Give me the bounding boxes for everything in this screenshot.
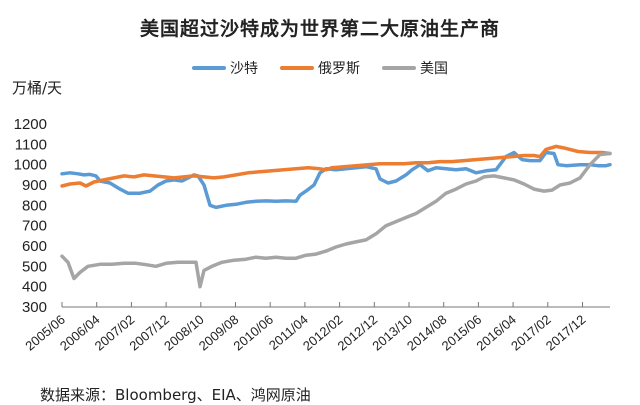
x-tick-label: 2010/06 bbox=[230, 312, 276, 354]
chart-legend: 沙特 俄罗斯 美国 bbox=[0, 58, 640, 78]
y-tick-label: 900 bbox=[22, 177, 47, 194]
y-tick-label: 300 bbox=[22, 299, 47, 316]
chart-title: 美国超过沙特成为世界第二大原油生产商 bbox=[139, 18, 500, 40]
legend-label-russia: 俄罗斯 bbox=[318, 61, 360, 77]
y-tick-label: 500 bbox=[22, 258, 47, 275]
legend-swatch-saudi bbox=[192, 66, 226, 70]
legend-label-saudi: 沙特 bbox=[230, 61, 258, 77]
legend-label-usa: 美国 bbox=[420, 61, 448, 77]
legend-swatch-russia bbox=[280, 66, 314, 70]
legend-item-russia: 俄罗斯 bbox=[280, 58, 360, 78]
y-tick-label: 700 bbox=[22, 218, 47, 235]
legend-item-saudi: 沙特 bbox=[192, 58, 258, 78]
y-tick-label: 1000 bbox=[14, 157, 47, 174]
y-tick-label: 400 bbox=[22, 279, 47, 296]
series-line-saudi bbox=[60, 150, 612, 210]
series-line-russia bbox=[60, 144, 612, 188]
y-axis-unit-label: 万桶/天 bbox=[12, 79, 63, 97]
x-tick-label: 2017/12 bbox=[543, 312, 589, 354]
legend-item-usa: 美国 bbox=[382, 58, 448, 78]
y-tick-label: 800 bbox=[22, 197, 47, 214]
data-source-note: 数据来源：Bloomberg、EIA、鸿网原油 bbox=[40, 386, 311, 404]
series-line-usa bbox=[60, 151, 612, 289]
y-tick-label: 1100 bbox=[15, 136, 47, 153]
y-tick-label: 1200 bbox=[14, 116, 47, 133]
y-tick-label: 600 bbox=[22, 238, 47, 255]
legend-swatch-usa bbox=[382, 66, 416, 70]
